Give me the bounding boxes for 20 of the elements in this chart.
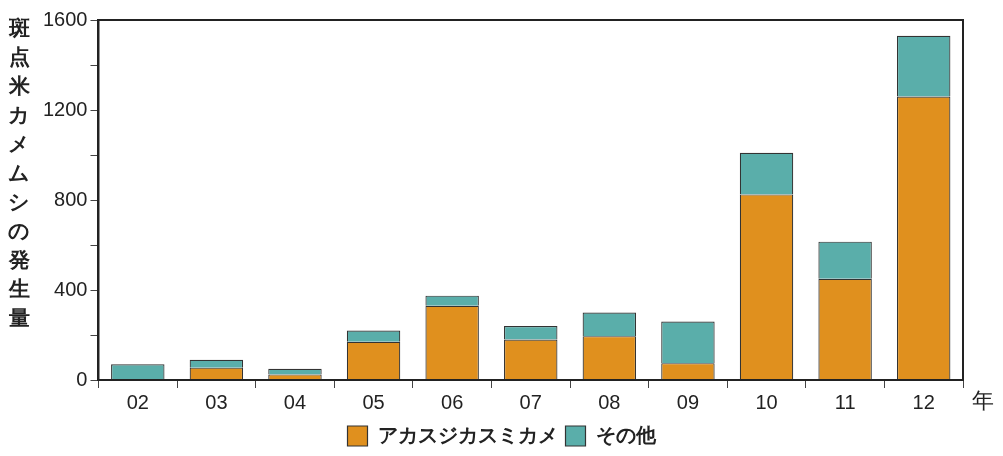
x-tick-label: 06 — [441, 390, 464, 413]
y-tick-label: 0 — [76, 367, 88, 390]
x-tick-label: 07 — [519, 390, 542, 413]
y-tick-label: 1200 — [42, 97, 88, 120]
x-tick-label: 04 — [283, 390, 307, 413]
x-tick-label: 11 — [834, 390, 856, 413]
x-tick-label: 12 — [912, 390, 935, 413]
x-tick-label: 05 — [362, 390, 385, 413]
text: 斑点米カメムシの発生量 — [8, 16, 30, 330]
x-tick-label: 09 — [676, 390, 700, 413]
x-tick-label: 10 — [755, 390, 778, 413]
legend-label: アカスジカスミカメ — [377, 423, 558, 446]
legend-label: その他 — [595, 423, 657, 446]
y-tick-label: 1600 — [42, 7, 88, 30]
y-tick-label: 800 — [54, 187, 88, 210]
x-axis-title: 年 — [972, 387, 994, 415]
x-tick-label: 08 — [598, 390, 621, 413]
x-tick-label: 02 — [126, 390, 149, 413]
y-tick-label: 400 — [54, 277, 88, 300]
x-tick-label: 03 — [205, 390, 228, 413]
